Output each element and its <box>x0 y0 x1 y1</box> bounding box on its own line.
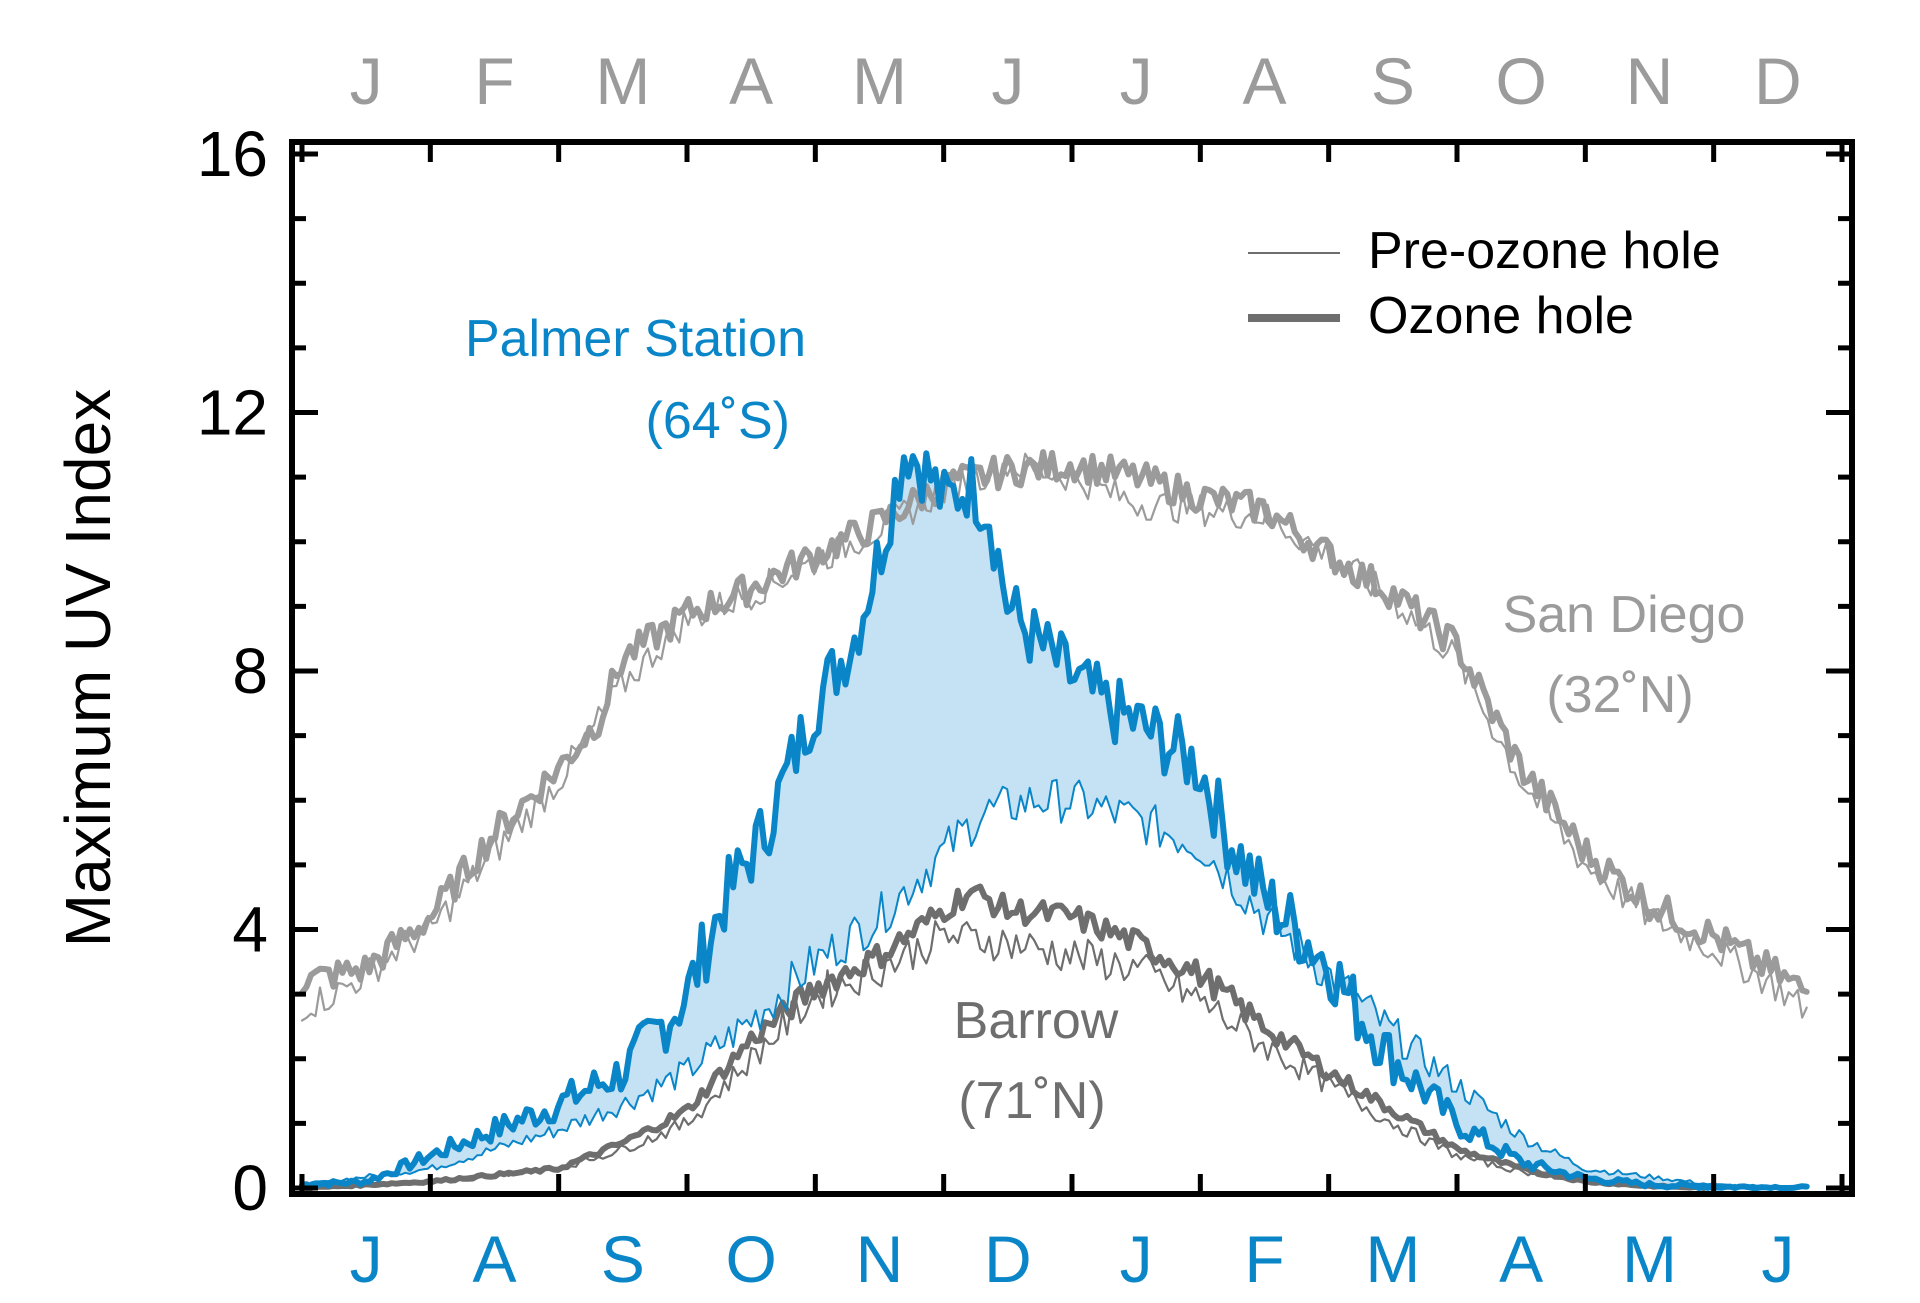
y-tick-label: 4 <box>232 894 268 966</box>
top-month-label: J <box>350 44 383 118</box>
top-month-label: M <box>852 44 907 118</box>
top-month-label: A <box>729 44 773 118</box>
top-month-label: J <box>1120 44 1153 118</box>
palmer-pre-ozone-line <box>301 778 1808 1189</box>
bottom-month-label: S <box>601 1222 645 1296</box>
top-month-label: J <box>991 44 1024 118</box>
san-diego-latitude: (32˚N) <box>1546 666 1693 724</box>
labels-layer: Maximum UV Index Palmer Station (64˚S) S… <box>52 222 1745 1130</box>
barrow-latitude: (71˚N) <box>958 1072 1105 1130</box>
san-diego-label: San Diego <box>1503 586 1746 644</box>
palmer-station-latitude: (64˚S) <box>646 392 790 450</box>
bottom-month-label: A <box>1499 1222 1543 1296</box>
top-month-label: D <box>1754 44 1802 118</box>
top-month-label: M <box>595 44 650 118</box>
y-tick-label: 16 <box>197 118 268 190</box>
y-axis-label: Maximum UV Index <box>52 389 124 947</box>
barrow-label: Barrow <box>954 992 1119 1050</box>
top-month-label: O <box>1495 44 1546 118</box>
bottom-month-label: F <box>1244 1222 1284 1296</box>
series-lines-layer <box>299 449 1810 1191</box>
san-diego-ozone-hole-line <box>299 449 1810 996</box>
top-month-label: F <box>474 44 514 118</box>
barrow-ozone-hole-line <box>299 883 1716 1191</box>
legend: Pre-ozone hole Ozone hole <box>1248 222 1721 345</box>
bottom-month-label: A <box>472 1222 516 1296</box>
palmer-ozone-hole-line <box>299 450 1810 1191</box>
bottom-month-label: D <box>984 1222 1032 1296</box>
y-tick-label: 12 <box>197 377 268 449</box>
palmer-station-label: Palmer Station <box>465 310 806 368</box>
top-month-label: A <box>1242 44 1286 118</box>
bottom-month-label: N <box>856 1222 904 1296</box>
bottom-month-label: J <box>1761 1222 1794 1296</box>
bottom-month-label: J <box>350 1222 383 1296</box>
axes-layer: 0 4 8 12 16 J F M A M J J A S O N D J A S O N D J F M A M J <box>197 44 1855 1296</box>
bottom-month-label: J <box>1120 1222 1153 1296</box>
legend-pre-ozone-label: Pre-ozone hole <box>1368 222 1721 280</box>
y-tick-label: 0 <box>232 1152 268 1224</box>
bottom-month-label: O <box>725 1222 776 1296</box>
bottom-month-label: M <box>1365 1222 1420 1296</box>
top-month-label: N <box>1626 44 1674 118</box>
y-tick-label: 8 <box>232 635 268 707</box>
bottom-month-label: M <box>1622 1222 1677 1296</box>
legend-ozone-hole-label: Ozone hole <box>1368 287 1634 345</box>
top-month-label: S <box>1371 44 1415 118</box>
